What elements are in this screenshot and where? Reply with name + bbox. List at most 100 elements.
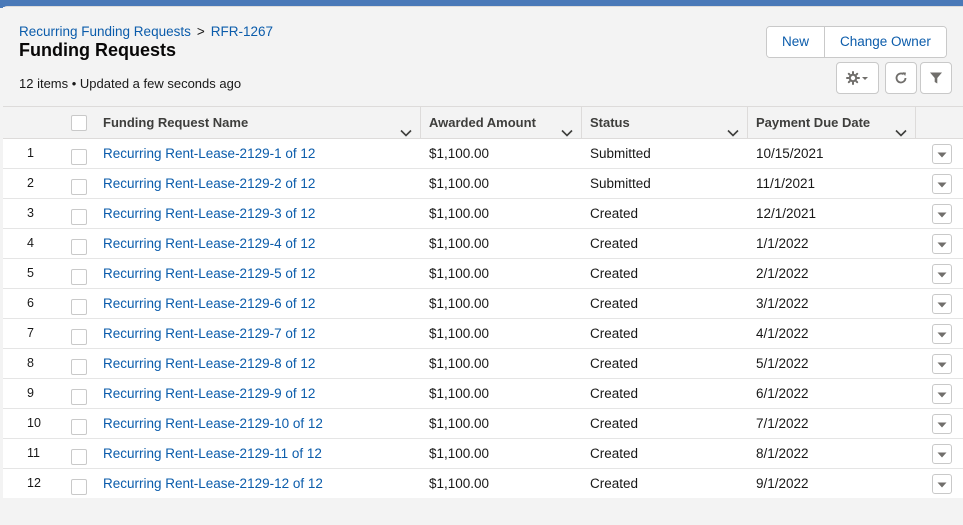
awarded-amount-cell: $1,100.00 [429, 206, 490, 221]
chevron-down-icon[interactable] [400, 117, 412, 148]
breadcrumb-parent-link[interactable]: Recurring Funding Requests [19, 24, 191, 39]
payment-due-date-cell: 3/1/2022 [756, 296, 809, 311]
funding-request-link[interactable]: Recurring Rent-Lease-2129-5 of 12 [103, 266, 316, 281]
row-actions-button[interactable] [931, 233, 952, 254]
chevron-down-icon[interactable] [561, 117, 573, 148]
table-row: 7 Recurring Rent-Lease-2129-7 of 12 $1,1… [3, 319, 963, 349]
funding-request-name-cell: Recurring Rent-Lease-2129-10 of 12 [103, 409, 421, 438]
chevron-down-icon [937, 319, 947, 348]
funding-request-link[interactable]: Recurring Rent-Lease-2129-3 of 12 [103, 206, 316, 221]
row-select-cell [59, 469, 103, 498]
status-cell: Created [590, 446, 639, 461]
row-actions-button[interactable] [931, 323, 952, 344]
column-header-due-date-label: Payment Due Date [756, 115, 871, 130]
row-number: 5 [27, 266, 34, 280]
row-actions-button[interactable] [931, 353, 952, 374]
row-actions-cell [916, 349, 963, 378]
row-checkbox[interactable] [71, 179, 87, 195]
row-number: 9 [27, 386, 34, 400]
payment-due-date-cell: 2/1/2022 [756, 266, 809, 281]
filter-icon [929, 71, 943, 85]
row-checkbox[interactable] [71, 269, 87, 285]
column-header-amount[interactable]: Awarded Amount [421, 107, 582, 138]
row-actions-cell [916, 199, 963, 228]
actions-header [916, 107, 963, 138]
breadcrumb-record-link[interactable]: RFR-1267 [210, 24, 274, 39]
list-meta-info: 12 items • Updated a few seconds ago [19, 76, 242, 91]
row-checkbox[interactable] [71, 479, 87, 495]
funding-request-link[interactable]: Recurring Rent-Lease-2129-8 of 12 [103, 356, 316, 371]
row-actions-button[interactable] [931, 203, 952, 224]
row-actions-cell [916, 139, 963, 168]
funding-request-link[interactable]: Recurring Rent-Lease-2129-2 of 12 [103, 176, 316, 191]
row-actions-button[interactable] [931, 443, 952, 464]
column-header-name[interactable]: Funding Request Name [103, 107, 421, 138]
funding-request-link[interactable]: Recurring Rent-Lease-2129-12 of 12 [103, 476, 323, 491]
row-select-cell [59, 199, 103, 228]
row-actions-cell [916, 469, 963, 498]
row-actions-cell [916, 439, 963, 468]
row-checkbox[interactable] [71, 239, 87, 255]
awarded-amount-cell: $1,100.00 [429, 296, 490, 311]
refresh-icon [894, 71, 908, 85]
chevron-down-icon [937, 139, 947, 168]
funding-request-link[interactable]: Recurring Rent-Lease-2129-9 of 12 [103, 386, 316, 401]
new-button[interactable]: New [767, 27, 825, 57]
column-header-due-date[interactable]: Payment Due Date [748, 107, 916, 138]
row-actions-button[interactable] [931, 173, 952, 194]
table-row: 5 Recurring Rent-Lease-2129-5 of 12 $1,1… [3, 259, 963, 289]
row-checkbox[interactable] [71, 359, 87, 375]
awarded-amount-cell: $1,100.00 [429, 146, 490, 161]
funding-request-link[interactable]: Recurring Rent-Lease-2129-10 of 12 [103, 416, 323, 431]
chevron-down-icon [937, 259, 947, 288]
refresh-button[interactable] [885, 62, 917, 94]
status-cell: Created [590, 326, 639, 341]
chevron-down-icon[interactable] [727, 117, 739, 148]
funding-request-name-cell: Recurring Rent-Lease-2129-7 of 12 [103, 319, 421, 348]
row-checkbox[interactable] [71, 389, 87, 405]
row-actions-cell [916, 319, 963, 348]
chevron-down-icon[interactable] [895, 117, 907, 148]
table-body: 1 Recurring Rent-Lease-2129-1 of 12 $1,1… [3, 139, 963, 499]
row-actions-button[interactable] [931, 473, 952, 494]
row-checkbox[interactable] [71, 449, 87, 465]
row-select-cell [59, 379, 103, 408]
payment-due-date-cell: 8/1/2022 [756, 446, 809, 461]
table-row: 2 Recurring Rent-Lease-2129-2 of 12 $1,1… [3, 169, 963, 199]
chevron-down-icon [937, 199, 947, 228]
list-header: Recurring Funding Requests > RFR-1267 Fund… [3, 7, 963, 106]
change-owner-button[interactable]: Change Owner [824, 27, 946, 57]
row-actions-button[interactable] [931, 413, 952, 434]
select-all-checkbox[interactable] [71, 114, 87, 131]
row-number: 11 [27, 446, 40, 460]
funding-request-name-cell: Recurring Rent-Lease-2129-3 of 12 [103, 199, 421, 228]
awarded-amount-cell: $1,100.00 [429, 176, 490, 191]
status-cell: Created [590, 386, 639, 401]
funding-request-link[interactable]: Recurring Rent-Lease-2129-6 of 12 [103, 296, 316, 311]
funding-request-link[interactable]: Recurring Rent-Lease-2129-11 of 12 [103, 446, 322, 461]
table-row: 9 Recurring Rent-Lease-2129-9 of 12 $1,1… [3, 379, 963, 409]
payment-due-date-cell: 1/1/2022 [756, 236, 809, 251]
filter-button[interactable] [920, 62, 952, 94]
row-actions-cell [916, 229, 963, 258]
row-actions-button[interactable] [931, 293, 952, 314]
row-actions-button[interactable] [931, 383, 952, 404]
status-cell: Created [590, 266, 639, 281]
funding-request-link[interactable]: Recurring Rent-Lease-2129-4 of 12 [103, 236, 316, 251]
row-checkbox[interactable] [71, 329, 87, 345]
row-number: 10 [27, 416, 41, 430]
table-row: 12 Recurring Rent-Lease-2129-12 of 12 $1… [3, 469, 963, 499]
row-checkbox[interactable] [71, 299, 87, 315]
column-header-status[interactable]: Status [582, 107, 748, 138]
row-actions-button[interactable] [931, 143, 952, 164]
funding-request-link[interactable]: Recurring Rent-Lease-2129-1 of 12 [103, 146, 316, 161]
funding-request-link[interactable]: Recurring Rent-Lease-2129-7 of 12 [103, 326, 316, 341]
list-settings-button[interactable] [836, 62, 879, 94]
row-checkbox[interactable] [71, 209, 87, 225]
chevron-down-icon [937, 439, 947, 468]
status-cell: Created [590, 296, 639, 311]
row-checkbox[interactable] [71, 419, 87, 435]
row-number: 4 [27, 236, 34, 250]
row-checkbox[interactable] [71, 149, 87, 165]
row-actions-button[interactable] [931, 263, 952, 284]
